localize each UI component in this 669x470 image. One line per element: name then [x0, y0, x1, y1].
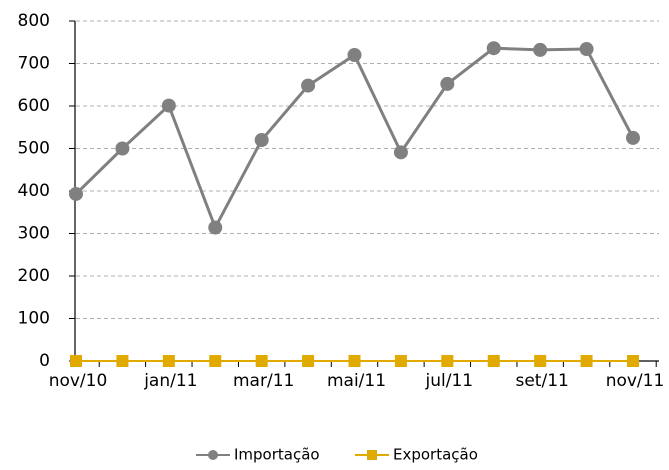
x-tick-label: set/11 [515, 371, 568, 391]
marker [393, 145, 408, 160]
marker [161, 98, 176, 113]
marker [116, 355, 129, 367]
x-tick-label: nov/11 [606, 371, 665, 391]
marker [209, 355, 222, 367]
marker [580, 355, 593, 367]
series-line [74, 46, 635, 232]
marker [441, 355, 454, 367]
x-tick-label: nov/10 [49, 371, 108, 391]
y-tick-label: 500 [18, 139, 50, 159]
legend-marker [208, 450, 218, 460]
x-tick-label: mar/11 [233, 371, 294, 391]
marker [69, 186, 83, 201]
marker [627, 355, 639, 367]
marker [440, 76, 455, 91]
y-tick-label: 100 [18, 309, 50, 329]
marker [486, 41, 501, 56]
y-tick-label: 200 [18, 266, 50, 286]
y-tick-label: 700 [18, 54, 50, 74]
marker [347, 48, 362, 62]
y-tick-label: 300 [18, 224, 50, 244]
marker [301, 78, 316, 93]
marker [208, 220, 223, 235]
y-tick-label: 800 [18, 11, 50, 31]
y-tick-label: 600 [18, 96, 50, 116]
marker [533, 42, 548, 57]
marker [394, 355, 407, 367]
x-tick-label: jul/11 [425, 371, 474, 391]
marker [254, 133, 269, 147]
marker [626, 130, 640, 145]
marker [255, 355, 268, 367]
legend-label: Importação [234, 446, 320, 464]
x-tick-label: mai/11 [327, 371, 386, 391]
marker [487, 355, 500, 367]
marker [534, 355, 547, 367]
marker [348, 355, 361, 367]
marker [70, 355, 82, 367]
x-tick-label: jan/11 [143, 371, 197, 391]
y-tick-label: 0 [39, 351, 50, 371]
legend-label: Exportação [393, 446, 478, 464]
y-tick-label: 400 [18, 181, 50, 201]
marker [579, 42, 594, 57]
marker [162, 355, 175, 367]
marker [115, 141, 130, 156]
legend-marker [367, 450, 377, 460]
marker [302, 355, 315, 367]
